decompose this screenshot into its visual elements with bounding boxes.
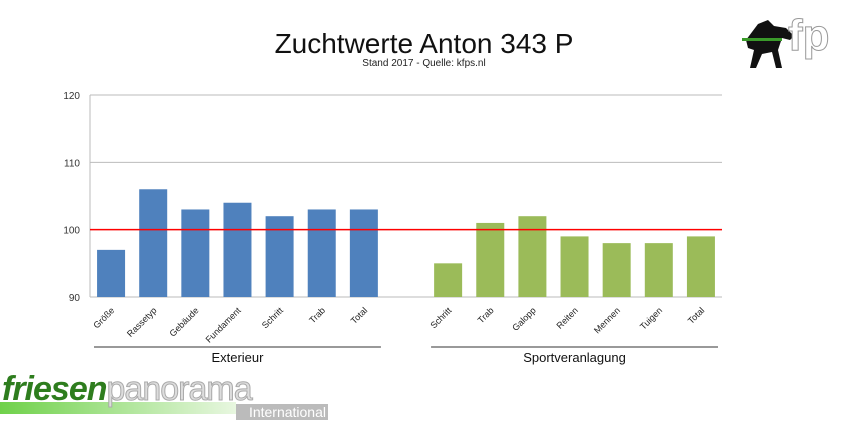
bar bbox=[476, 222, 505, 297]
logo-text-panorama: panorama bbox=[106, 370, 253, 409]
x-tick-label: Trab bbox=[476, 305, 496, 325]
x-tick-label: Schritt bbox=[428, 305, 453, 330]
x-tick-label: Schritt bbox=[260, 305, 285, 330]
bar bbox=[97, 249, 126, 297]
bar bbox=[265, 216, 294, 297]
bar bbox=[518, 216, 547, 297]
bar bbox=[644, 243, 673, 297]
bar bbox=[602, 243, 631, 297]
y-tick-label: 100 bbox=[63, 226, 80, 237]
bar bbox=[181, 209, 210, 297]
x-tick-label: Reiten bbox=[554, 305, 579, 330]
group-label: Exterieur bbox=[211, 350, 264, 365]
y-tick-label: 90 bbox=[69, 293, 81, 304]
x-tick-label: Rassetyp bbox=[125, 305, 159, 339]
group-label: Sportveranlagung bbox=[523, 350, 626, 365]
bar bbox=[560, 236, 589, 297]
logo-subtitle: International bbox=[236, 404, 328, 420]
x-tick-label: Größe bbox=[91, 305, 116, 330]
x-tick-label: Tuigen bbox=[638, 305, 664, 331]
x-tick-label: Galopp bbox=[510, 305, 538, 333]
friesenpanorama-logo: friesenpanorama bbox=[2, 370, 253, 409]
bar bbox=[139, 189, 168, 297]
y-tick-label: 120 bbox=[63, 91, 80, 102]
fp-logo: fp bbox=[738, 10, 838, 76]
bar bbox=[223, 202, 252, 297]
x-tick-label: Trab bbox=[307, 305, 327, 325]
chart-subtitle: Stand 2017 - Quelle: kfps.nl bbox=[362, 58, 486, 69]
x-tick-label: Total bbox=[686, 305, 707, 326]
svg-text:fp: fp bbox=[788, 11, 830, 60]
x-tick-label: Gebäude bbox=[167, 305, 200, 338]
bar bbox=[434, 263, 463, 297]
logo-text-friesen: friesen bbox=[2, 370, 107, 408]
bar bbox=[307, 209, 336, 297]
x-tick-label: Mennen bbox=[592, 305, 622, 335]
bar bbox=[686, 236, 715, 297]
chart-title: Zuchtwerte Anton 343 P bbox=[274, 28, 574, 59]
x-tick-label: Total bbox=[349, 305, 370, 326]
bar bbox=[349, 209, 378, 297]
logo-swoosh bbox=[0, 402, 236, 414]
x-tick-label: Fundament bbox=[204, 305, 244, 345]
horse-logo-icon: fp bbox=[742, 11, 830, 68]
y-tick-label: 110 bbox=[64, 158, 80, 169]
